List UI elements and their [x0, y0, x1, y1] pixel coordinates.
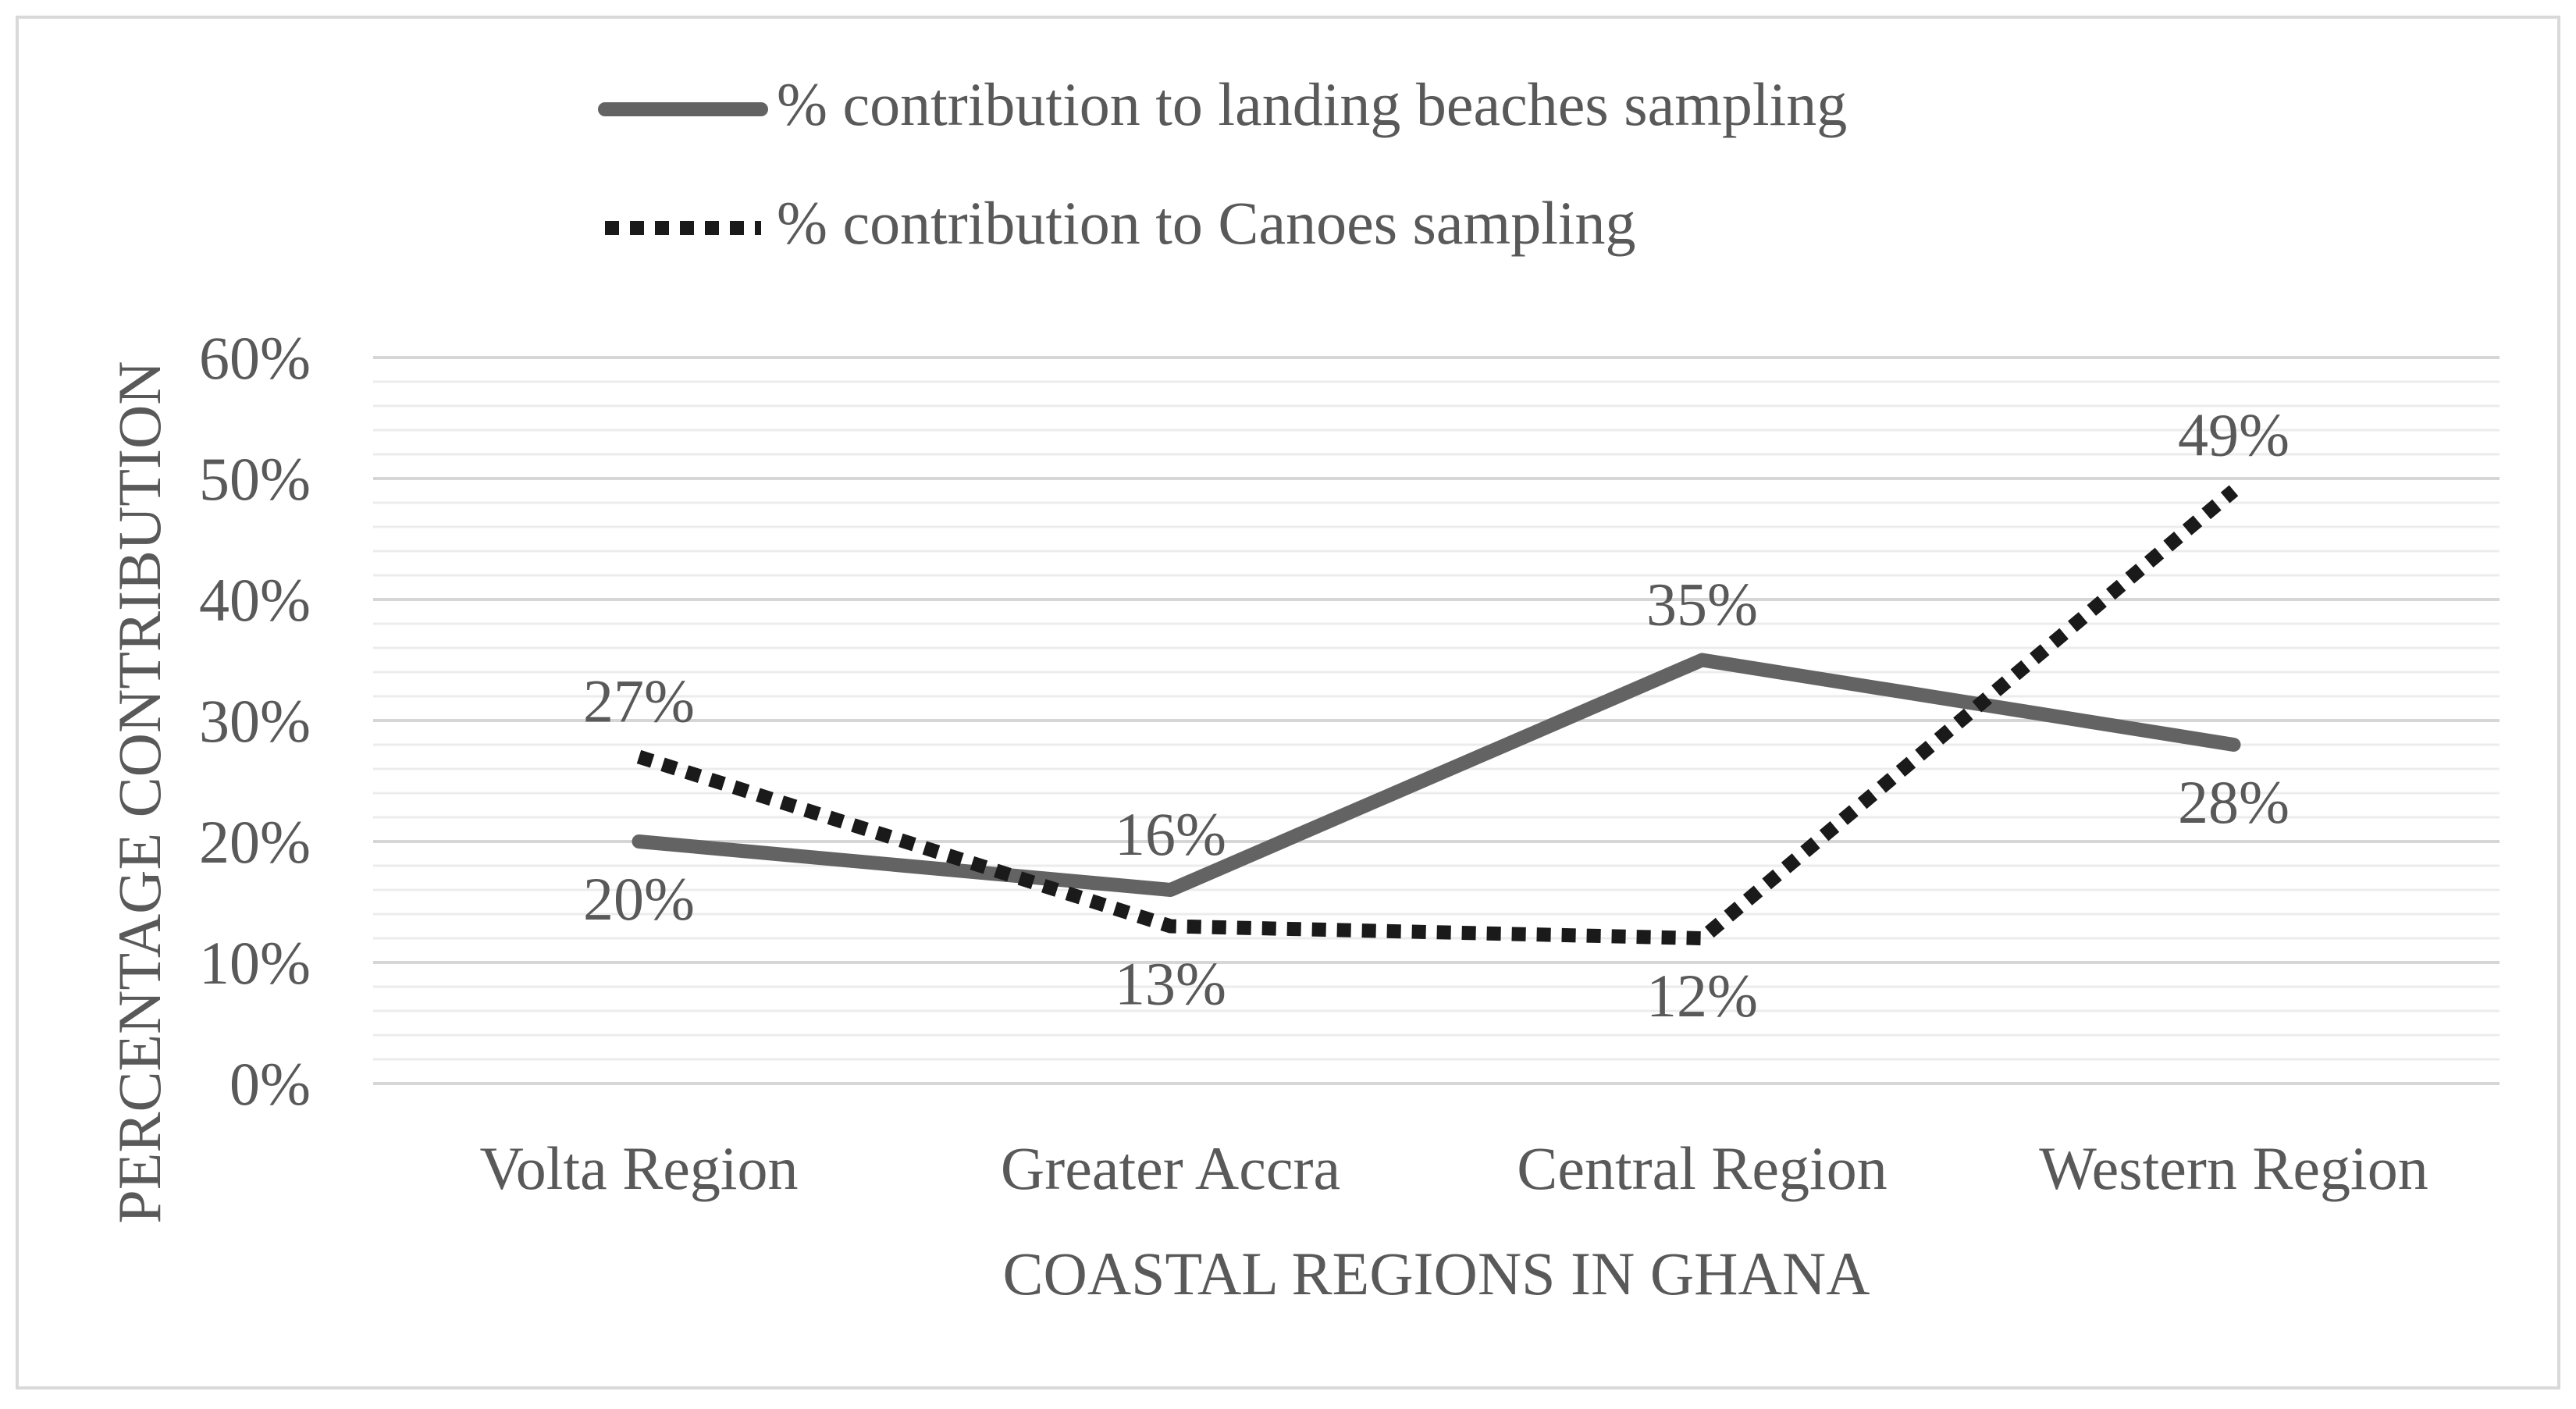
- legend-label-landing-beaches: % contribution to landing beaches sampli…: [777, 70, 1847, 138]
- y-tick-label: 40%: [199, 566, 311, 634]
- data-label-canoes-central-region: 12%: [1646, 962, 1758, 1030]
- x-tick-label-volta-region: Volta Region: [479, 1134, 798, 1202]
- series-line-canoes: [636, 485, 2239, 946]
- data-label-landing-beaches-western-region: 28%: [2178, 768, 2290, 836]
- x-axis-ticks: Volta Region Greater Accra Central Region W…: [479, 1134, 2428, 1202]
- data-labels: 20% 16% 35% 28% 27% 13% 12% 49%: [583, 401, 2290, 1030]
- y-axis-title: PERCENTAGE CONTRIBUTION: [105, 361, 173, 1223]
- series-line-landing-beaches: [632, 653, 2241, 897]
- major-gridlines: [373, 356, 2500, 1085]
- y-tick-label: 50%: [199, 445, 311, 513]
- y-tick-label: 10%: [199, 929, 311, 997]
- y-tick-label: 60%: [199, 324, 311, 392]
- y-tick-label: 30%: [199, 687, 311, 755]
- x-axis-title: COASTAL REGIONS IN GHANA: [1002, 1240, 1870, 1308]
- y-tick-label: 0%: [229, 1050, 311, 1118]
- data-label-landing-beaches-central-region: 35%: [1646, 571, 1758, 639]
- series-lines: [632, 485, 2241, 946]
- y-axis-ticks: 0% 10% 20% 30% 40% 50% 60%: [199, 324, 311, 1118]
- chart-border: [16, 16, 2560, 1389]
- y-tick-label: 20%: [199, 808, 311, 876]
- minor-gridlines: [373, 380, 2500, 1061]
- x-tick-label-western-region: Western Region: [2039, 1134, 2428, 1202]
- data-label-landing-beaches-greater-accra: 16%: [1115, 800, 1226, 868]
- data-label-canoes-volta-region: 27%: [583, 667, 695, 735]
- data-label-canoes-western-region: 49%: [2178, 401, 2290, 469]
- legend: % contribution to landing beaches sampli…: [598, 70, 1847, 257]
- x-tick-label-central-region: Central Region: [1517, 1134, 1887, 1202]
- data-label-canoes-greater-accra: 13%: [1115, 950, 1226, 1018]
- x-tick-label-greater-accra: Greater Accra: [1001, 1134, 1340, 1202]
- legend-label-canoes: % contribution to Canoes sampling: [777, 189, 1636, 257]
- data-label-landing-beaches-volta-region: 20%: [583, 865, 695, 933]
